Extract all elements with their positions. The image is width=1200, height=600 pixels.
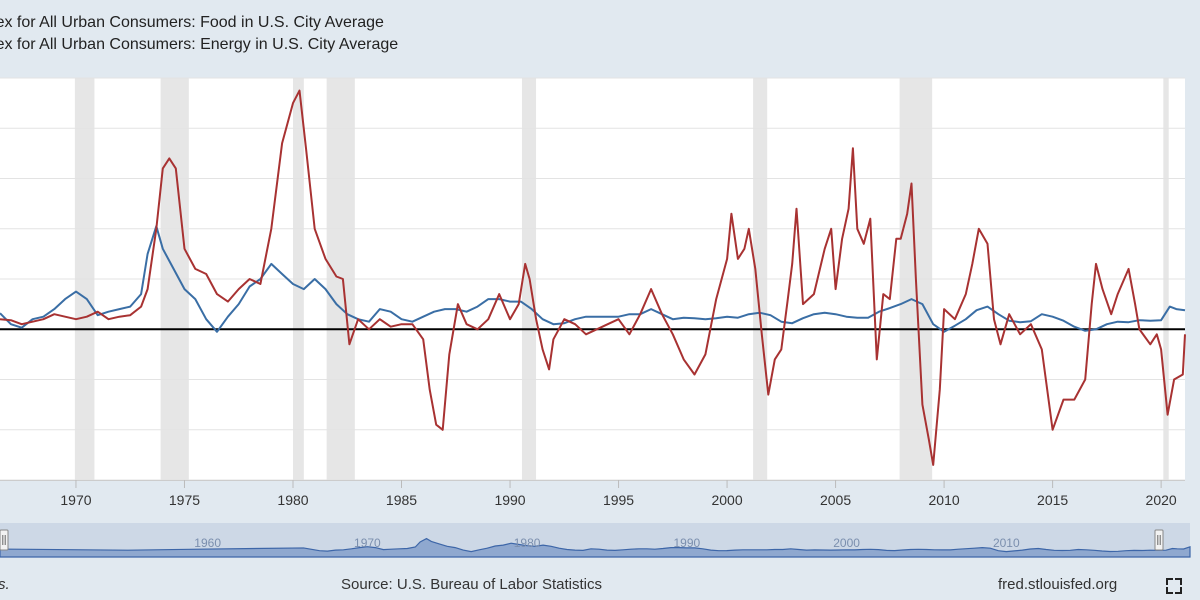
x-tick-label: 2015 <box>1037 492 1068 508</box>
navigator-series <box>0 537 1191 558</box>
legend-label-energy: ce Index for All Urban Consumers: Energy… <box>0 36 399 53</box>
navigator-handle-right[interactable] <box>1154 529 1164 551</box>
x-tick-label: 1995 <box>603 492 634 508</box>
x-tick-label: 1990 <box>494 492 525 508</box>
navigator-handle-left[interactable] <box>0 529 9 551</box>
footer-note: ions. <box>0 576 10 593</box>
x-tick-label: 2010 <box>929 492 960 508</box>
navigator-tick-label: 1970 <box>354 536 381 550</box>
fullscreen-icon[interactable] <box>1166 578 1182 594</box>
navigator-tick-label: 2000 <box>833 536 860 550</box>
site-link[interactable]: fred.stlouisfed.org <box>998 576 1118 593</box>
navigator-tick-label: 2010 <box>993 536 1020 550</box>
x-tick-label: 1985 <box>386 492 417 508</box>
navigator-tick-label: 1990 <box>673 536 700 550</box>
legend-label-food: ce Index for All Urban Consumers: Food i… <box>0 14 384 31</box>
x-tick-label: 1975 <box>169 492 200 508</box>
navigator-tick-label: 1960 <box>194 536 221 550</box>
x-tick-label: 1980 <box>277 492 308 508</box>
footer: ions. Source: U.S. Bureau of Labor Stati… <box>0 576 1200 598</box>
x-tick-label: 2000 <box>711 492 742 508</box>
source-text: Source: U.S. Bureau of Labor Statistics <box>341 576 602 593</box>
navigator-tick-label: 1980 <box>514 536 541 550</box>
x-tick-label: 1970 <box>60 492 91 508</box>
x-tick-label: 2005 <box>820 492 851 508</box>
series-line-energy <box>0 89 1186 466</box>
x-tick-label: 2020 <box>1146 492 1177 508</box>
